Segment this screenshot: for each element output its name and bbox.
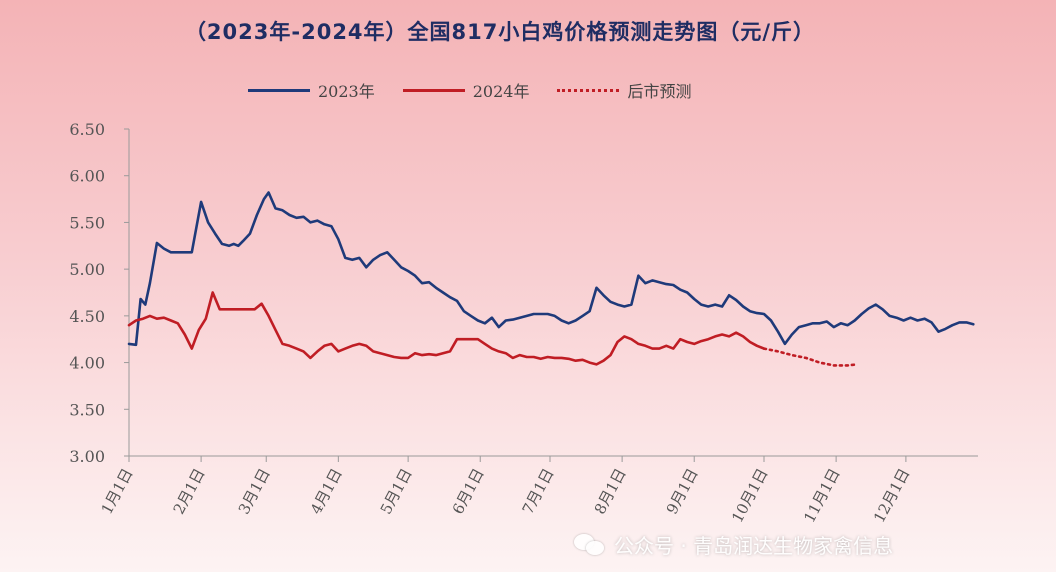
legend-label-forecast: 后市预测 <box>627 82 692 101</box>
legend-swatch-2023 <box>248 88 310 92</box>
series-line-1 <box>127 291 766 366</box>
legend-label-2023: 2023年 <box>318 82 375 101</box>
x-tick-label: 5月1日 <box>377 465 416 517</box>
x-tick-label: 3月1日 <box>235 465 274 517</box>
y-tick-label: 6.50 <box>69 120 105 139</box>
y-tick-label: 5.50 <box>69 213 105 232</box>
legend-item-2023: 2023年 <box>248 78 375 102</box>
watermark: 公众号 · 青岛润达生物家禽信息 <box>572 526 893 562</box>
x-tick-label: 6月1日 <box>449 465 488 517</box>
legend-swatch-forecast <box>557 88 620 92</box>
x-tick-label: 7月1日 <box>519 465 558 517</box>
y-tick-label: 4.50 <box>69 307 105 326</box>
x-tick-label: 12月1日 <box>870 465 913 525</box>
chart-title: （2023年-2024年）全国817小白鸡价格预测走势图（元/斤） <box>184 20 816 44</box>
x-tick-label: 1月1日 <box>98 465 137 517</box>
x-tick-label: 11月1日 <box>800 465 843 525</box>
legend-label-2024: 2024年 <box>472 82 530 101</box>
y-tick-label: 3.50 <box>69 400 105 419</box>
watermark-text: 公众号 · 青岛润达生物家禽信息 <box>614 533 894 558</box>
y-tick-label: 3.00 <box>69 447 105 466</box>
series-layer <box>127 191 975 367</box>
legend-item-forecast: 后市预测 <box>557 78 691 102</box>
x-tick-label: 8月1日 <box>591 465 630 517</box>
legend-item-2024: 2024年 <box>402 78 530 102</box>
x-tick-label: 10月1日 <box>728 465 771 525</box>
x-tick-label: 2月1日 <box>170 465 209 517</box>
series-line-0 <box>127 191 975 347</box>
y-tick-label: 5.00 <box>69 260 105 279</box>
legend-swatch-2024 <box>402 88 465 92</box>
legend: 2023年 2024年 后市预测 <box>248 77 691 103</box>
wechat-icon <box>572 531 606 557</box>
x-tick-label: 9月1日 <box>663 465 702 517</box>
x-tick-label: 4月1日 <box>307 465 346 517</box>
y-tick-label: 4.00 <box>69 354 105 373</box>
y-tick-label: 6.00 <box>69 167 105 186</box>
series-line-2 <box>762 347 859 367</box>
